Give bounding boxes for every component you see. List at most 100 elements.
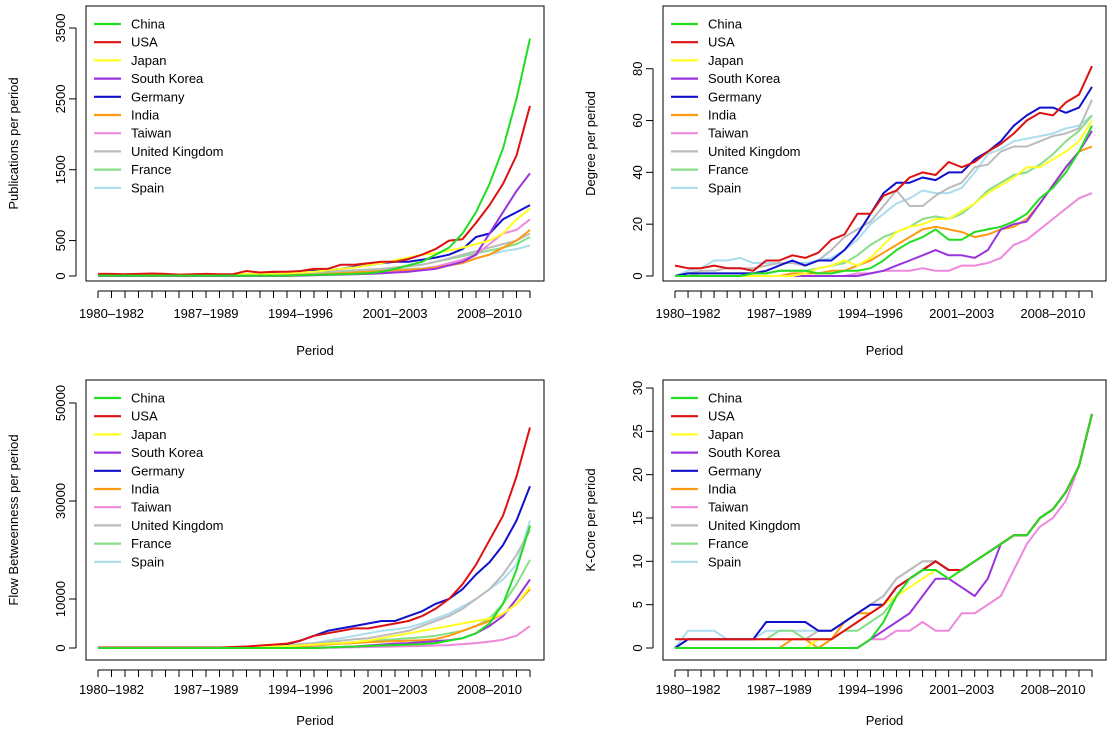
y-axis-label: Publications per period [6,77,21,209]
y-tick-label: 10 [630,554,645,568]
legend-label: Spain [131,554,164,569]
legend-label: China [708,391,743,406]
x-axis-label: Period [866,713,904,728]
legend-label: China [708,17,743,32]
legend-label: Japan [708,427,743,442]
legend-label: France [131,162,171,177]
x-tick-label: 1994–1996 [268,306,333,321]
chart-panel-3: 1980–1982 1987–1989 1994–1996 2001–2003 2008… [6,379,545,728]
legend-label: South Korea [131,445,204,460]
x-tick-label: 1980–1982 [79,306,144,321]
y-axis-label: K-Core per period [583,468,598,571]
series-line-china [675,413,1093,649]
y-tick-label: 10000 [53,581,68,617]
legend-label: USA [131,35,158,50]
y-tick-label: 50000 [53,385,68,421]
legend: China USA Japan South Korea Germany India Taiw… [94,391,224,569]
legend-label: India [131,108,160,123]
x-tick-label: 2001–2003 [362,682,427,697]
chart-panel-1: 1980–1982 1987–1989 1994–1996 2001–2003 2008… [6,5,545,358]
series-line-spain [674,114,1093,277]
legend-label: Spain [708,554,741,569]
series-line-china [98,525,531,649]
x-tick-label: 1980–1982 [655,306,720,321]
x-tick-label: 1987–1989 [747,682,812,697]
y-tick-label: 1500 [53,155,68,184]
y-tick-label: 40 [630,165,645,179]
legend-label: Germany [708,89,762,104]
y-tick-label: 5 [630,601,645,608]
x-axis-label: Period [296,713,334,728]
legend-label: Japan [708,53,743,68]
chart-panel-2: 1980–1982 1987–1989 1994–1996 2001–2003 2008… [583,5,1107,358]
plot-frame [662,379,1107,661]
x-tick-label: 2001–2003 [929,682,994,697]
legend-label: France [131,536,171,551]
y-tick-label: 500 [53,230,68,252]
series-line-germany [98,204,531,277]
legend-label: USA [708,409,735,424]
y-tick-label: 2500 [53,84,68,113]
legend-label: Germany [708,463,762,478]
x-tick-label: 2008–2010 [457,682,522,697]
legend-label: Taiwan [708,500,748,515]
legend-label: South Korea [708,71,781,86]
legend-label: Taiwan [708,126,748,141]
y-tick-label: 80 [630,61,645,75]
legend-label: United Kingdom [708,518,801,533]
x-axis-label: Period [866,343,904,358]
legend-label: Germany [131,463,185,478]
x-axis-label: Period [296,343,334,358]
legend-label: Germany [131,89,185,104]
plot-frame [85,5,545,282]
x-tick-label: 2008–2010 [1020,682,1085,697]
plot-frame [662,5,1107,282]
x-tick-label: 1980–1982 [79,682,144,697]
series-line-china [675,125,1093,277]
legend-label: India [708,108,737,123]
y-tick-label: 25 [630,424,645,438]
series-line-china [98,38,531,277]
series-group [98,427,531,649]
legend-label: USA [131,409,158,424]
x-tick-label: 1980–1982 [655,682,720,697]
plot-frame [85,379,545,661]
x-tick-label: 1987–1989 [173,306,238,321]
legend-label: Japan [131,427,166,442]
y-tick-label: 0 [630,272,645,279]
legend-label: Japan [131,53,166,68]
legend-label: United Kingdom [708,144,801,159]
series-line-japan [98,207,531,276]
series-line-usa [674,65,1093,272]
x-tick-label: 2001–2003 [929,306,994,321]
series-group [674,413,1093,649]
chart-panel-4: 1980–1982 1987–1989 1994–1996 2001–2003 2008… [583,379,1107,728]
y-tick-label: 20 [630,217,645,231]
y-tick-label: 30 [630,381,645,395]
x-tick-label: 1987–1989 [173,682,238,697]
y-tick-label: 3500 [53,14,68,43]
y-tick-label: 0 [630,644,645,651]
x-tick-label: 2001–2003 [362,306,427,321]
legend-label: USA [708,35,735,50]
legend-label: Taiwan [131,126,171,141]
y-axis-label: Flow Betweenness per period [6,434,21,605]
y-tick-label: 15 [630,511,645,525]
legend-label: South Korea [708,445,781,460]
legend-label: India [131,482,160,497]
y-tick-label: 60 [630,113,645,127]
series-group [98,38,531,277]
series-line-india [98,588,531,649]
legend-label: Spain [708,180,741,195]
x-tick-label: 1987–1989 [747,306,812,321]
x-tick-label: 1994–1996 [838,306,903,321]
series-line-japan [98,586,531,649]
legend-label: Taiwan [131,500,171,515]
y-tick-label: 20 [630,467,645,481]
legend-label: China [131,17,166,32]
legend-label: United Kingdom [131,144,224,159]
legend-label: Spain [131,180,164,195]
legend-label: China [131,391,166,406]
x-tick-label: 2008–2010 [1020,306,1085,321]
